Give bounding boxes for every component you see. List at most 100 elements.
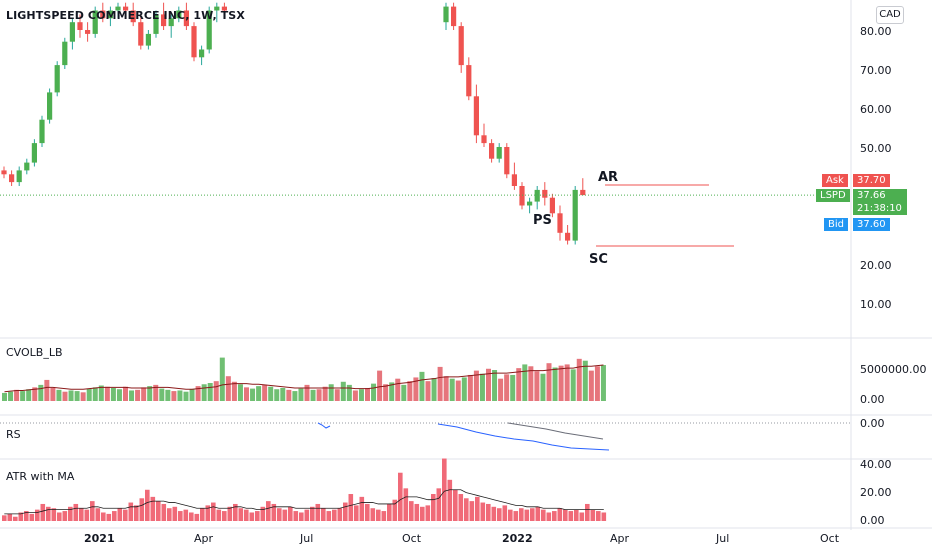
volume-bar <box>340 381 346 401</box>
atr-bar <box>513 511 519 521</box>
price-candle <box>473 96 479 136</box>
atr-bar <box>365 503 370 521</box>
price-candle <box>138 22 144 46</box>
volume-bar <box>104 386 110 401</box>
atr-bar <box>568 511 574 521</box>
atr-bar <box>57 512 62 521</box>
atr-bar <box>601 512 607 521</box>
rs-line <box>437 423 610 451</box>
volume-bar <box>401 384 407 401</box>
atr-bar <box>249 512 255 521</box>
price-candle <box>199 49 205 58</box>
volume-bar <box>183 391 189 401</box>
volume-bar <box>244 387 249 401</box>
price-candle <box>9 174 15 183</box>
atr-tick-20: 20.00 <box>860 486 892 499</box>
atr-bar <box>348 494 354 521</box>
volume-bar <box>135 389 141 401</box>
volume-bar <box>32 387 38 401</box>
atr-bar <box>161 503 167 521</box>
atr-bar <box>79 508 84 521</box>
atr-bar <box>40 503 46 521</box>
volume-bar <box>510 374 516 401</box>
volume-bar <box>498 378 504 401</box>
atr-bar <box>403 488 409 521</box>
price-candle <box>69 22 75 42</box>
volume-bar <box>352 390 358 401</box>
volume-bar <box>62 391 68 401</box>
volume-bar <box>576 358 582 401</box>
volume-bar <box>389 382 395 401</box>
atr-bar <box>145 489 150 521</box>
volume-bar <box>546 363 552 401</box>
volume-bar <box>165 389 171 401</box>
atr-bar <box>425 505 431 521</box>
atr-bar <box>233 503 238 521</box>
volume-bar <box>213 381 219 401</box>
price-candle <box>580 189 586 196</box>
atr-bar <box>563 509 568 521</box>
atr-bar <box>156 501 161 521</box>
atr-bar <box>326 511 332 521</box>
atr-bar <box>387 503 392 521</box>
price-candle <box>77 22 83 30</box>
atr-bar <box>106 513 112 521</box>
atr-bar <box>486 503 491 521</box>
price-candle <box>123 6 129 11</box>
currency-button[interactable]: CAD <box>876 6 904 24</box>
atr-bar <box>508 509 513 521</box>
volume-bar <box>522 364 528 401</box>
atr-bar <box>546 512 552 521</box>
price-candle <box>161 14 167 27</box>
volume-bar <box>256 386 262 401</box>
volume-bar <box>92 387 98 401</box>
volume-bar <box>207 383 213 401</box>
volume-bar <box>552 367 558 401</box>
atr-bar <box>596 511 601 521</box>
atr-bar <box>530 508 535 521</box>
atr-bar <box>29 513 35 521</box>
atr-bar <box>18 512 24 521</box>
atr-bar <box>315 503 321 521</box>
volume-bar <box>407 381 413 401</box>
volume-bar <box>262 384 268 401</box>
price-candle <box>62 41 68 66</box>
bid-label: Bid <box>824 218 848 231</box>
volume-bar <box>594 366 600 401</box>
atr-bar <box>310 506 315 521</box>
atr-bar <box>299 512 304 521</box>
price-tick-70: 70.00 <box>860 64 892 77</box>
price-tick-50: 50.00 <box>860 142 892 155</box>
volume-bar <box>431 378 437 401</box>
atr-bar <box>7 513 13 521</box>
time-label-apr-2022: Apr <box>610 532 630 545</box>
volume-bar <box>377 370 383 401</box>
volume-bar <box>528 366 534 401</box>
atr-bar <box>497 508 502 521</box>
volume-tick-0: 0.00 <box>860 393 885 406</box>
price-candle <box>519 186 525 206</box>
atr-bar <box>475 496 480 521</box>
atr-bar <box>590 509 596 521</box>
atr-bar <box>260 506 266 521</box>
price-candle <box>504 147 510 175</box>
volume-bar <box>171 391 177 401</box>
volume-ma-line <box>4 364 604 393</box>
volume-bar <box>461 377 467 401</box>
time-label-jul: Jul <box>300 532 314 545</box>
atr-bar <box>431 494 436 521</box>
volume-bar <box>582 360 588 401</box>
atr-bar <box>585 503 590 521</box>
price-candle <box>214 6 220 11</box>
price-candle <box>481 135 487 144</box>
volume-bar <box>68 390 74 401</box>
atr-bar <box>293 511 299 521</box>
volume-bar <box>123 386 128 401</box>
time-label-apr: Apr <box>194 532 214 545</box>
atr-bar <box>227 506 233 521</box>
price-candle <box>176 10 182 19</box>
price-candle <box>527 201 533 206</box>
atr-bar <box>304 509 310 521</box>
volume-bar <box>365 387 370 401</box>
